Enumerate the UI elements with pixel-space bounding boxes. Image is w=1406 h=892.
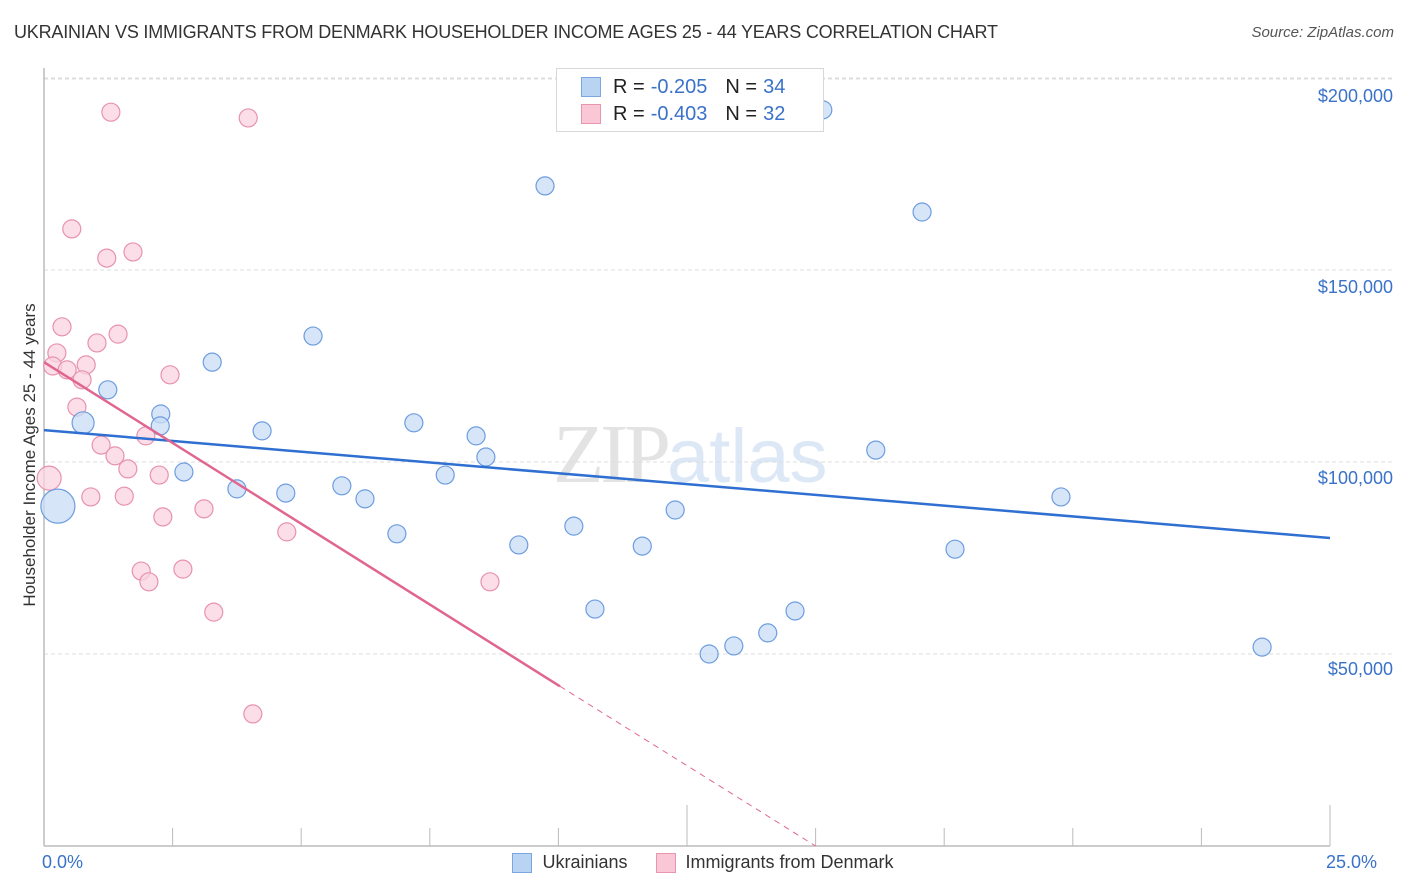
- data-point-ukrainians: [355, 489, 375, 509]
- data-point-ukrainians: [1252, 637, 1272, 657]
- data-point-denmark: [238, 108, 258, 128]
- data-point-denmark: [36, 465, 62, 491]
- data-point-denmark: [139, 572, 159, 592]
- n-value: 34: [763, 75, 786, 98]
- legend-item-denmark[interactable]: Immigrants from Denmark: [655, 852, 894, 873]
- trendline-ukrainians: [43, 428, 1331, 540]
- trendline-denmark: [43, 361, 561, 688]
- source-credit: Source: ZipAtlas.com: [1251, 24, 1394, 41]
- series-legend: Ukrainians Immigrants from Denmark: [0, 852, 1406, 873]
- data-point-ukrainians: [466, 426, 486, 446]
- data-point-ukrainians: [699, 644, 719, 664]
- r-value: -0.403: [650, 102, 708, 125]
- data-point-denmark: [160, 365, 180, 385]
- data-point-ukrainians: [98, 380, 118, 400]
- y-tick-label: $200,000: [1317, 86, 1393, 106]
- n-value: 32: [763, 102, 786, 125]
- data-point-denmark: [62, 219, 82, 239]
- data-point-ukrainians: [564, 516, 584, 536]
- data-point-denmark: [101, 102, 121, 122]
- ukrainians-swatch: [581, 77, 601, 97]
- data-point-denmark: [81, 487, 101, 507]
- legend-row-denmark: R = -0.403 N = 32: [581, 102, 803, 126]
- data-point-ukrainians: [174, 462, 194, 482]
- data-point-ukrainians: [1051, 487, 1071, 507]
- ukrainians-swatch: [512, 852, 533, 873]
- legend-row-ukrainians: R = -0.205 N = 34: [581, 75, 803, 99]
- denmark-swatch: [581, 104, 601, 124]
- data-point-denmark: [480, 572, 500, 592]
- zipatlas-watermark: ZIPatlas: [553, 408, 828, 501]
- data-point-denmark: [105, 446, 125, 466]
- data-point-ukrainians: [40, 488, 76, 524]
- data-point-ukrainians: [476, 447, 496, 467]
- data-point-denmark: [118, 459, 138, 479]
- data-point-denmark: [108, 324, 128, 344]
- data-point-ukrainians: [785, 601, 805, 621]
- data-point-ukrainians: [435, 465, 455, 485]
- data-point-denmark: [114, 486, 134, 506]
- data-point-ukrainians: [202, 352, 222, 372]
- data-point-ukrainians: [252, 421, 272, 441]
- data-point-ukrainians: [912, 202, 932, 222]
- r-value: -0.205: [650, 75, 708, 98]
- data-point-denmark: [87, 333, 107, 353]
- data-point-ukrainians: [866, 440, 886, 460]
- denmark-swatch: [655, 852, 676, 873]
- x-axis-max-label: 25.0%: [1326, 852, 1378, 872]
- x-axis-min-label: 0.0%: [42, 852, 84, 872]
- data-point-denmark: [204, 602, 224, 622]
- data-point-ukrainians: [724, 636, 744, 656]
- data-point-ukrainians: [387, 524, 407, 544]
- data-point-ukrainians: [276, 483, 296, 503]
- data-point-denmark: [243, 704, 263, 724]
- chart-title: UKRAINIAN VS IMMIGRANTS FROM DENMARK HOU…: [14, 22, 998, 42]
- data-point-denmark: [123, 242, 143, 262]
- data-point-ukrainians: [585, 599, 605, 619]
- data-point-ukrainians: [71, 411, 95, 435]
- data-point-denmark: [149, 465, 169, 485]
- y-tick-label: $50,000: [1327, 659, 1393, 679]
- legend-item-ukrainians[interactable]: Ukrainians: [512, 852, 628, 873]
- data-point-ukrainians: [758, 623, 778, 643]
- trendline-denmark-extension: [559, 685, 816, 847]
- data-point-denmark: [52, 317, 72, 337]
- data-point-denmark: [97, 248, 117, 268]
- y-tick-label: $100,000: [1317, 468, 1393, 488]
- data-point-ukrainians: [332, 476, 352, 496]
- data-point-ukrainians: [509, 535, 529, 555]
- data-point-ukrainians: [404, 413, 424, 433]
- data-point-denmark: [194, 499, 214, 519]
- data-point-ukrainians: [303, 326, 323, 346]
- data-point-denmark: [277, 522, 297, 542]
- data-point-ukrainians: [535, 176, 555, 196]
- y-tick-label: $150,000: [1317, 277, 1393, 297]
- data-point-ukrainians: [945, 539, 965, 559]
- correlation-legend: R = -0.205 N = 34 R = -0.403 N = 32: [556, 68, 824, 132]
- data-point-denmark: [173, 559, 193, 579]
- data-point-ukrainians: [632, 536, 652, 556]
- data-point-denmark: [153, 507, 173, 527]
- y-axis-title: Householder Income Ages 25 - 44 years: [20, 303, 39, 607]
- data-point-ukrainians: [665, 500, 685, 520]
